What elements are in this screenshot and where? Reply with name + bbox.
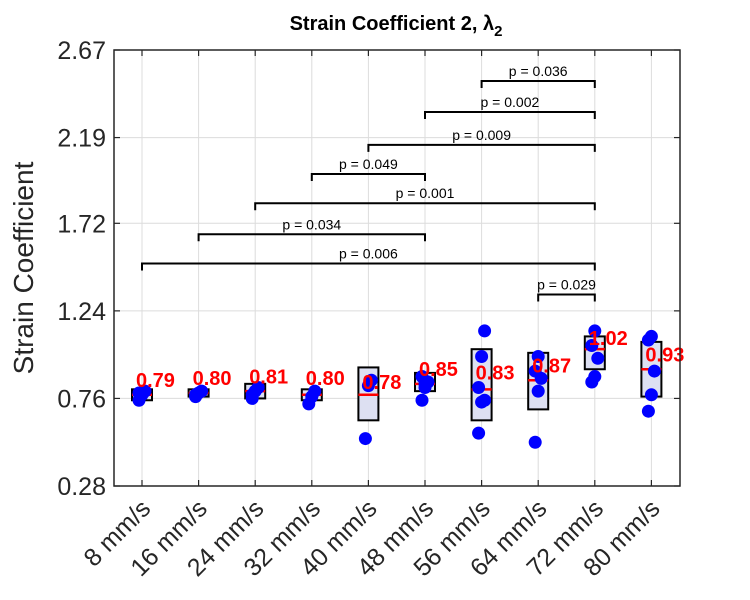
data-point xyxy=(588,324,602,338)
significance-bracket xyxy=(480,80,596,89)
y-tick-label: 0.76 xyxy=(57,385,106,413)
p-value-label: p = 0.006 xyxy=(339,245,398,261)
data-point xyxy=(364,373,378,387)
data-point xyxy=(472,380,486,394)
data-point xyxy=(132,386,146,400)
y-tick-label: 1.72 xyxy=(57,210,106,238)
p-value-label: p = 0.049 xyxy=(339,156,398,172)
data-point xyxy=(588,370,602,384)
y-tick-label: 1.24 xyxy=(57,298,106,326)
mean-labels: 0.79 0.80 0.81 0.80 0.78 0.85 0.83 0.87 1.02 0.93 xyxy=(136,328,684,394)
data-point xyxy=(245,391,259,405)
y-tick-label: 2.19 xyxy=(57,125,106,153)
y-axis-label: Strain Coefficient xyxy=(8,161,39,374)
data-point xyxy=(531,349,545,363)
significance-brackets: p = 0.006 p = 0.034 p = 0.001 p = 0.049 p = … xyxy=(141,63,596,302)
significance-bracket xyxy=(424,111,596,120)
mean-value-label: 0.78 xyxy=(362,372,401,394)
mean-value-label: 0.79 xyxy=(136,370,175,392)
plot-frame xyxy=(113,49,681,487)
data-point xyxy=(358,432,372,446)
p-value-label: p = 0.002 xyxy=(481,94,540,110)
data-points xyxy=(132,324,661,449)
data-point xyxy=(418,377,432,391)
data-point xyxy=(415,393,429,407)
data-point xyxy=(644,388,658,402)
mean-value-label: 0.85 xyxy=(419,359,458,381)
p-value-label: p = 0.001 xyxy=(396,185,455,201)
data-point xyxy=(641,404,655,418)
mean-value-label: 0.87 xyxy=(532,355,571,377)
significance-bracket xyxy=(197,233,426,242)
data-point xyxy=(478,393,492,407)
p-value-label: p = 0.029 xyxy=(537,276,596,292)
significance-bracket xyxy=(537,293,596,302)
mean-value-label: 0.80 xyxy=(193,368,232,390)
p-value-label: p = 0.009 xyxy=(452,127,511,143)
significance-bracket xyxy=(310,173,426,182)
data-point xyxy=(591,351,605,365)
chart-title: Strain Coefficient 2, λ2 xyxy=(290,13,503,40)
data-point xyxy=(528,364,542,378)
p-value-label: p = 0.034 xyxy=(282,216,341,232)
data-point xyxy=(647,364,661,378)
mean-value-label: 0.83 xyxy=(476,363,515,385)
significance-bracket xyxy=(367,143,596,152)
y-tick-label: 0.28 xyxy=(57,473,106,501)
mean-value-label: 1.02 xyxy=(589,328,628,350)
data-point xyxy=(308,384,322,398)
data-point xyxy=(189,388,203,402)
data-point xyxy=(475,349,489,363)
mean-value-label: 0.93 xyxy=(645,344,684,366)
data-point xyxy=(531,384,545,398)
mean-value-label: 0.80 xyxy=(306,368,345,390)
data-point xyxy=(644,329,658,343)
data-point xyxy=(528,435,542,449)
data-point xyxy=(251,380,265,394)
significance-bracket xyxy=(254,202,596,211)
p-value-label: p = 0.036 xyxy=(509,63,568,79)
y-tick-label: 2.67 xyxy=(57,37,106,65)
mean-value-label: 0.81 xyxy=(249,366,288,388)
data-point xyxy=(478,324,492,338)
significance-bracket xyxy=(141,262,596,271)
data-point xyxy=(472,426,486,440)
data-point xyxy=(585,339,599,353)
